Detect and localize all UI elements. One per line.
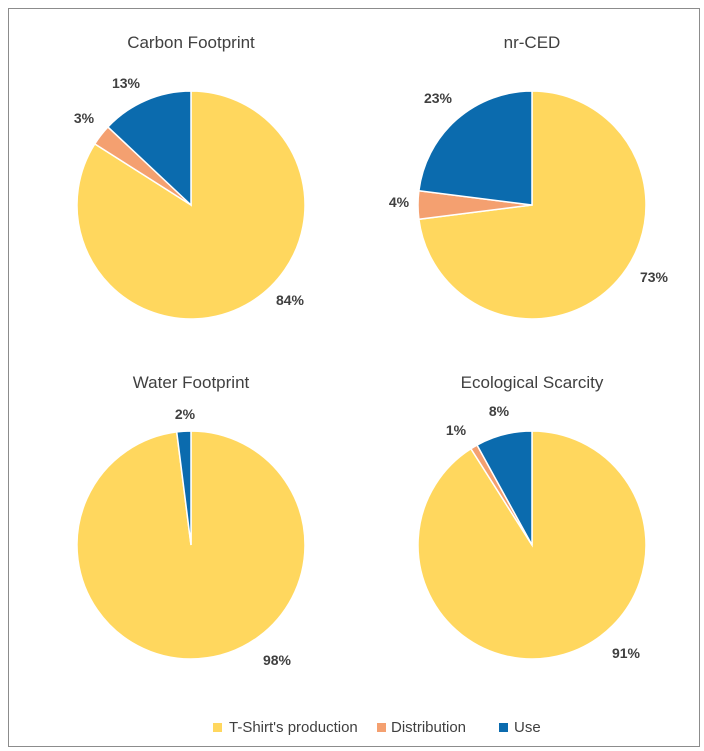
legend-item-distribution: Distribution (377, 719, 466, 736)
data-label-t-shirt-s-production: 84% (276, 292, 305, 308)
data-label-distribution: 3% (74, 110, 95, 126)
data-label-t-shirt-s-production: 98% (263, 652, 292, 668)
legend-item-use: Use (499, 719, 541, 736)
pie-slice-use (175, 430, 192, 546)
pie-slice-use (476, 430, 533, 546)
data-label-use: 23% (424, 90, 453, 106)
data-label-t-shirt-s-production: 91% (612, 645, 641, 661)
legend-label: Distribution (391, 719, 466, 736)
data-label-t-shirt-s-production: 73% (640, 269, 669, 285)
pie-nr-ced: nr-CED 73% 4% 23% (389, 33, 669, 320)
chart-title: nr-CED (504, 33, 561, 52)
chart-title: Ecological Scarcity (461, 373, 604, 392)
legend-label: Use (514, 719, 541, 736)
legend-item-t-shirt-s-production: T-Shirt's production (213, 719, 358, 736)
legend-swatch (213, 723, 222, 732)
data-label-distribution: 4% (389, 194, 410, 210)
data-label-distribution: 1% (446, 422, 467, 438)
pie-slice-use (418, 90, 533, 206)
pie-water-footprint: Water Footprint 98% 2% (76, 373, 306, 668)
pie-ecological-scarcity: Ecological Scarcity 91% 1% 8% (417, 373, 647, 661)
data-label-use: 8% (489, 403, 510, 419)
pie-slice-use (106, 90, 192, 207)
data-label-use: 2% (175, 406, 196, 422)
legend-label: T-Shirt's production (229, 719, 358, 736)
legend: T-Shirt's production Distribution Use (213, 719, 541, 736)
legend-swatch (377, 723, 386, 732)
legend-swatch (499, 723, 508, 732)
data-label-use: 13% (112, 75, 141, 91)
chart-title: Carbon Footprint (127, 33, 255, 52)
pie-charts: Carbon Footprint 84% 3% 13% nr-CED 73% 4% 23% Wa… (74, 33, 669, 668)
pie-carbon-footprint: Carbon Footprint 84% 3% 13% (74, 33, 306, 320)
chart-title: Water Footprint (133, 373, 250, 392)
